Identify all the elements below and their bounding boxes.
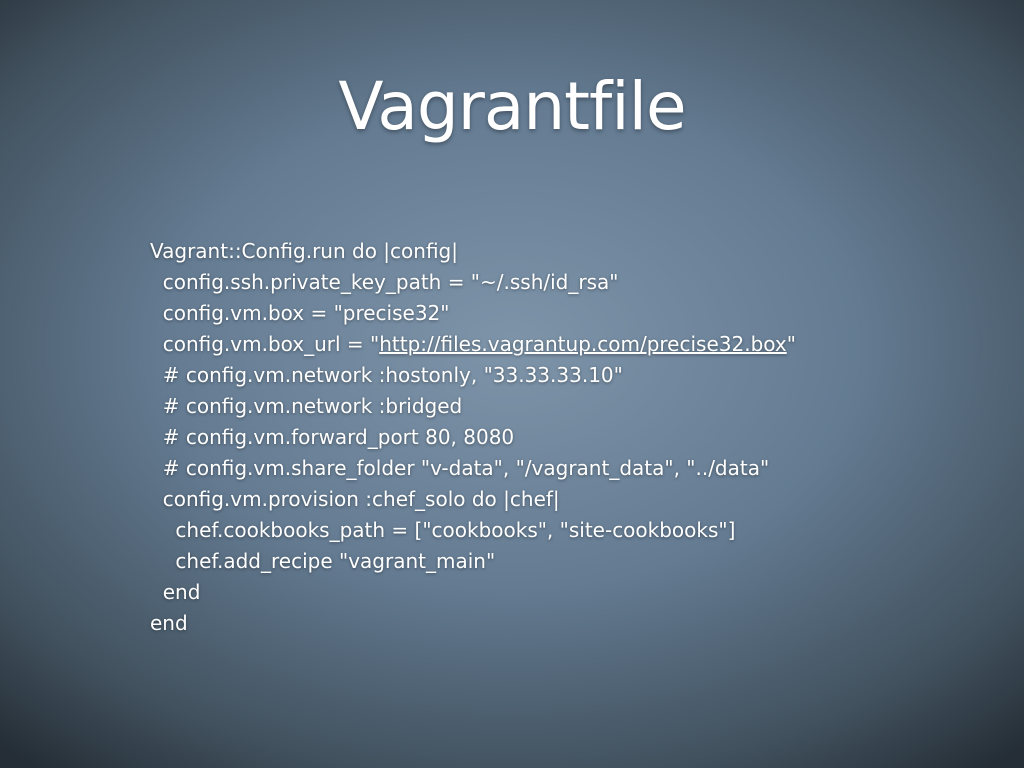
code-line: chef.add_recipe "vagrant_main"	[150, 549, 496, 573]
code-block: Vagrant::Config.run do |config| config.s…	[150, 236, 796, 639]
code-line: config.ssh.private_key_path = "~/.ssh/id…	[150, 270, 619, 294]
code-line: end	[150, 580, 201, 604]
code-line: # config.vm.forward_port 80, 8080	[150, 425, 515, 449]
code-line: config.vm.provision :chef_solo do |chef|	[150, 487, 560, 511]
code-line: end	[150, 611, 188, 635]
code-text: config.vm.box_url = "	[150, 332, 380, 356]
code-line: config.vm.box_url = "http://files.vagran…	[150, 329, 796, 360]
code-line: # config.vm.network :bridged	[150, 394, 463, 418]
code-line: Vagrant::Config.run do |config|	[150, 239, 458, 263]
code-line: chef.cookbooks_path = ["cookbooks", "sit…	[150, 518, 736, 542]
slide-title: Vagrantfile	[338, 68, 686, 145]
code-line: # config.vm.share_folder "v-data", "/vag…	[150, 456, 770, 480]
code-link: http://files.vagrantup.com/precise32.box	[379, 332, 787, 356]
code-line: # config.vm.network :hostonly, "33.33.33…	[150, 363, 623, 387]
code-text: "	[786, 332, 796, 356]
code-line: config.vm.box = "precise32"	[150, 301, 450, 325]
